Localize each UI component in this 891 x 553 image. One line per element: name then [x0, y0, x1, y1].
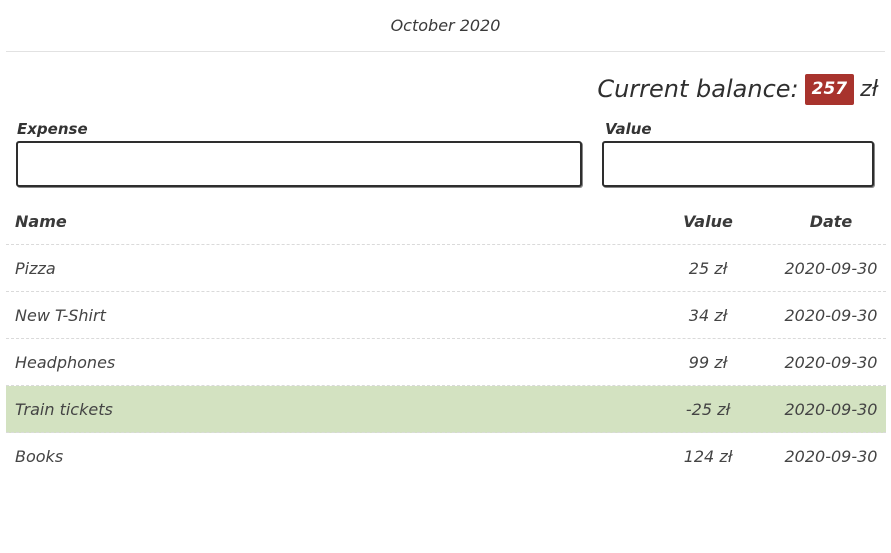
- page-title: October 2020: [390, 16, 501, 35]
- balance-summary: Current balance: 257 zł: [597, 70, 878, 108]
- expense-name-cell: Train tickets: [15, 399, 113, 419]
- expense-date-cell: 2020-09-30: [784, 258, 878, 278]
- expense-name-cell: Pizza: [15, 258, 56, 278]
- balance-currency: zł: [860, 76, 878, 102]
- value-field-wrapper: [602, 141, 874, 187]
- table-row[interactable]: Pizza 25 zł 2020-09-30: [6, 245, 886, 292]
- table-row[interactable]: Books 124 zł 2020-09-30: [6, 433, 886, 480]
- expense-date-cell: 2020-09-30: [784, 399, 878, 419]
- expense-name-cell: Headphones: [15, 352, 116, 372]
- expense-value-cell: 99 zł: [688, 352, 728, 372]
- expense-date-cell: 2020-09-30: [784, 352, 878, 372]
- balance-amount-badge: 257: [804, 73, 855, 105]
- expense-value-cell: 34 zł: [688, 305, 728, 325]
- table-header: Name Value Date: [6, 198, 886, 245]
- column-header-date: Date: [809, 211, 853, 231]
- table-row[interactable]: New T-Shirt 34 zł 2020-09-30: [6, 292, 886, 339]
- column-header-value: Value: [683, 211, 733, 231]
- expense-date-cell: 2020-09-30: [784, 447, 878, 466]
- expense-value-cell: -25 zł: [685, 399, 731, 419]
- expense-field-wrapper: [16, 141, 582, 187]
- expense-value-cell: 124 zł: [683, 447, 733, 466]
- table-row[interactable]: Train tickets -25 zł 2020-09-30: [6, 386, 886, 433]
- expense-label: Expense: [17, 120, 88, 138]
- page-header: October 2020: [6, 0, 885, 52]
- balance-label: Current balance:: [597, 75, 799, 103]
- value-input[interactable]: [604, 143, 872, 185]
- expense-input[interactable]: [18, 143, 580, 185]
- expense-value-cell: 25 zł: [688, 258, 728, 278]
- value-label: Value: [605, 120, 652, 138]
- expense-name-cell: Books: [15, 447, 64, 466]
- table-row[interactable]: Headphones 99 zł 2020-09-30: [6, 339, 886, 386]
- expenses-table: Name Value Date Pizza 25 zł 2020-09-30 New …: [6, 198, 886, 480]
- column-header-name: Name: [15, 211, 67, 231]
- expense-name-cell: New T-Shirt: [15, 305, 106, 325]
- expense-date-cell: 2020-09-30: [784, 305, 878, 325]
